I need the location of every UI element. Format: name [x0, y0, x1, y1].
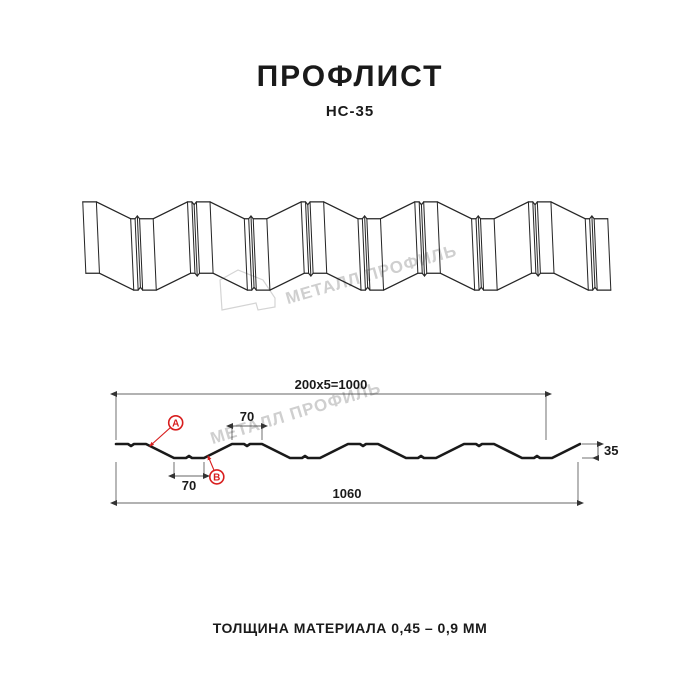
svg-text:B: B: [213, 472, 220, 483]
svg-text:200x5=1000: 200x5=1000: [295, 377, 368, 392]
svg-text:1060: 1060: [333, 486, 362, 501]
svg-text:A: A: [172, 418, 179, 429]
svg-text:70: 70: [240, 409, 254, 424]
svg-text:35: 35: [604, 443, 618, 458]
svg-text:70: 70: [182, 478, 196, 493]
